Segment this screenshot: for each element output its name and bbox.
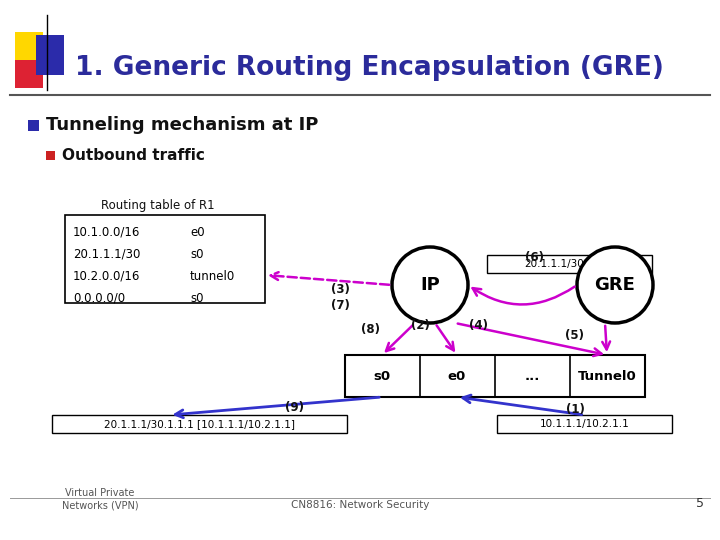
Text: (9): (9)	[286, 401, 305, 414]
Text: CN8816: Network Security: CN8816: Network Security	[291, 500, 429, 510]
Text: 1. Generic Routing Encapsulation (GRE): 1. Generic Routing Encapsulation (GRE)	[75, 55, 664, 81]
Text: Routing table of R1: Routing table of R1	[102, 199, 215, 212]
Text: (4): (4)	[469, 319, 487, 332]
Text: Tunnel0: Tunnel0	[577, 369, 636, 382]
Text: 10.1.1.1/10.2.1.1: 10.1.1.1/10.2.1.1	[539, 419, 629, 429]
Text: GRE: GRE	[595, 276, 636, 294]
Text: s0: s0	[374, 369, 390, 382]
Text: 20.1.1.1/30: 20.1.1.1/30	[73, 247, 140, 260]
Bar	[65, 215, 265, 303]
Bar	[28, 120, 39, 131]
Text: ...: ...	[524, 369, 540, 382]
Text: 10.1.0.0/16: 10.1.0.0/16	[73, 226, 140, 239]
Circle shape	[392, 247, 468, 323]
Text: (7): (7)	[330, 299, 349, 312]
Text: IP: IP	[420, 276, 440, 294]
Bar	[487, 255, 652, 273]
Text: 10.2.0.0/16: 10.2.0.0/16	[73, 269, 140, 282]
Text: 20.1.1.1/30.1.1.1 [10.1.1.1/10.2.1.1]: 20.1.1.1/30.1.1.1 [10.1.1.1/10.2.1.1]	[104, 419, 295, 429]
Bar	[497, 415, 672, 433]
Text: (1): (1)	[566, 403, 585, 416]
Circle shape	[577, 247, 653, 323]
Bar	[52, 415, 347, 433]
Text: 20.1.1.1/30.1.1.1: 20.1.1.1/30.1.1.1	[525, 259, 614, 269]
Bar	[46, 151, 55, 160]
Text: (8): (8)	[361, 323, 379, 336]
Text: s0: s0	[190, 292, 204, 305]
Text: e0: e0	[190, 226, 204, 239]
Bar	[15, 60, 43, 88]
Text: s0: s0	[190, 247, 204, 260]
Bar	[345, 355, 645, 397]
Text: 5: 5	[696, 497, 704, 510]
Bar	[36, 35, 64, 75]
Text: Virtual Private
Networks (VPN): Virtual Private Networks (VPN)	[62, 488, 138, 510]
Text: Tunneling mechanism at IP: Tunneling mechanism at IP	[46, 116, 318, 134]
Text: (6): (6)	[526, 252, 544, 265]
Text: Outbound traffic: Outbound traffic	[62, 147, 205, 163]
Text: e0: e0	[448, 369, 466, 382]
Text: 0.0.0.0/0: 0.0.0.0/0	[73, 292, 125, 305]
Text: (2): (2)	[410, 319, 429, 332]
Text: tunnel0: tunnel0	[190, 269, 235, 282]
Text: (5): (5)	[565, 328, 585, 341]
Bar	[15, 32, 43, 60]
Text: (3): (3)	[330, 284, 349, 296]
